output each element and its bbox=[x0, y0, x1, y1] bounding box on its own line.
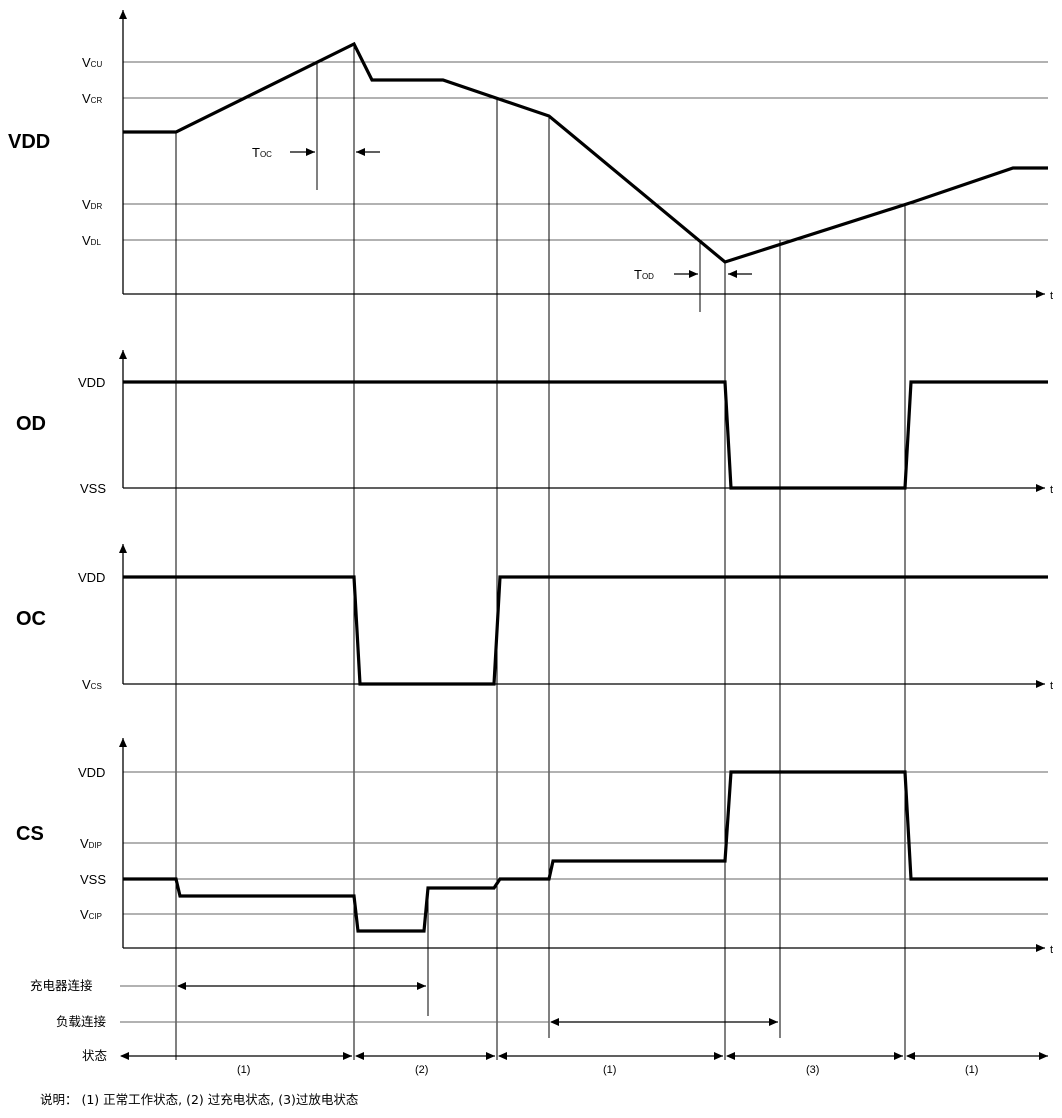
cs-vss-label: VSS bbox=[80, 872, 106, 887]
cs-panel: t CS VDD VDIP VSS VCIP bbox=[16, 738, 1053, 956]
vdd-time-label: t bbox=[1050, 290, 1053, 302]
cs-vcip-label: VCIP bbox=[80, 907, 102, 922]
oc-signal-label: OC bbox=[16, 608, 46, 630]
state-label-2: (2) bbox=[415, 1064, 428, 1076]
state-label-3: (1) bbox=[603, 1064, 616, 1076]
oc-waveform bbox=[123, 575, 1048, 686]
cs-high-label: VDD bbox=[78, 765, 105, 780]
oc-high-label: VDD bbox=[78, 570, 105, 585]
state-row: 状态 (1) (2) (1) (3) (1) bbox=[82, 1048, 1048, 1076]
charger-row: 充电器连接 bbox=[30, 978, 426, 993]
oc-low-label: VCS bbox=[82, 677, 102, 692]
cs-vdip-label: VDIP bbox=[80, 836, 102, 851]
state-row-label: 状态 bbox=[82, 1048, 107, 1063]
toc-label: TOC bbox=[252, 145, 272, 160]
od-panel: t OD VDD VSS bbox=[16, 350, 1053, 496]
oc-panel: t OC VDD VCS bbox=[16, 544, 1053, 692]
state-label-1: (1) bbox=[237, 1064, 250, 1076]
load-row: 负载连接 bbox=[56, 1014, 778, 1029]
tod-label: TOD bbox=[634, 267, 654, 282]
cs-signal-label: CS bbox=[16, 823, 44, 845]
vdd-panel: t VDD VCU VCR VDR VDL TOC TOD bbox=[8, 10, 1053, 312]
cs-time-label: t bbox=[1050, 944, 1053, 956]
oc-time-label: t bbox=[1050, 680, 1053, 692]
od-time-label: t bbox=[1050, 484, 1053, 496]
cs-waveform bbox=[123, 770, 1048, 933]
state-label-5: (1) bbox=[965, 1064, 978, 1076]
legend-note: 说明： (1) 正常工作状态, (2) 过充电状态, (3)过放电状态 bbox=[40, 1092, 358, 1107]
vdd-waveform bbox=[123, 41, 1048, 264]
od-signal-label: OD bbox=[16, 413, 46, 435]
vdr-level-label: VDR bbox=[82, 197, 102, 212]
od-high-label: VDD bbox=[78, 375, 105, 390]
vdl-level-label: VDL bbox=[82, 233, 101, 248]
vcr-level-label: VCR bbox=[82, 91, 102, 106]
vcu-level-label: VCU bbox=[82, 55, 102, 70]
od-waveform bbox=[123, 380, 1048, 490]
charger-row-label: 充电器连接 bbox=[30, 978, 93, 993]
event-lines bbox=[175, 44, 906, 1060]
od-low-label: VSS bbox=[80, 481, 106, 496]
vdd-signal-label: VDD bbox=[8, 131, 50, 153]
state-label-4: (3) bbox=[806, 1064, 819, 1076]
load-row-label: 负载连接 bbox=[56, 1014, 107, 1029]
